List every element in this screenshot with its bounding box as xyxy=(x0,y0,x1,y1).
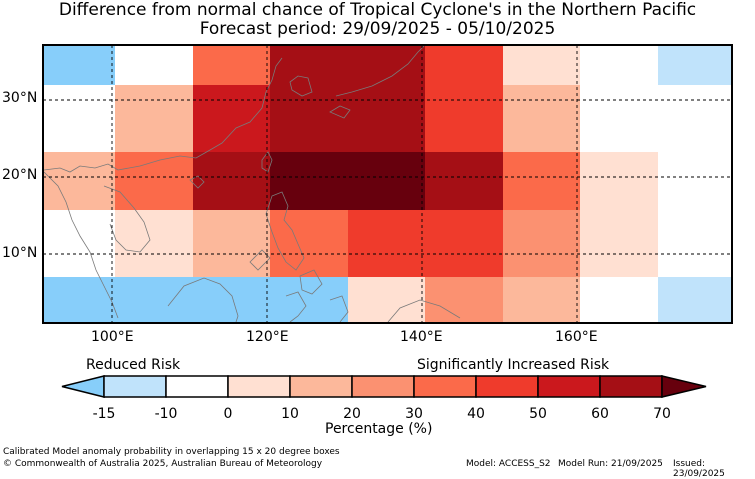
risk-cell xyxy=(580,277,658,323)
risk-cell xyxy=(425,152,503,210)
risk-cell xyxy=(503,45,580,85)
x-tick-160e: 160°E xyxy=(555,329,598,345)
footer-issued: Issued: 23/09/2025 xyxy=(673,459,725,479)
y-tick-10n: 10°N xyxy=(2,245,38,261)
risk-cell xyxy=(348,210,425,277)
colorbar-swatch xyxy=(351,375,415,398)
cbar-tick: 70 xyxy=(653,406,671,422)
colorbar-swatch xyxy=(227,375,291,398)
cbar-tick: 40 xyxy=(467,406,485,422)
risk-cells xyxy=(43,45,732,323)
risk-cell xyxy=(193,85,270,152)
risk-cell xyxy=(43,45,115,85)
risk-cell xyxy=(270,152,348,210)
cbar-tick: 20 xyxy=(343,406,361,422)
risk-cell xyxy=(115,210,193,277)
y-tick-30n: 30°N xyxy=(2,90,38,106)
risk-cell xyxy=(425,85,503,152)
risk-cell xyxy=(43,210,115,277)
colorbar-extend-high xyxy=(661,375,707,398)
colorbar-swatch xyxy=(289,375,353,398)
x-tick-140e: 140°E xyxy=(400,329,443,345)
risk-cell xyxy=(580,45,658,85)
risk-cell xyxy=(503,277,580,323)
cbar-tick: 0 xyxy=(223,406,233,422)
colorbar-swatch xyxy=(599,375,663,398)
cbar-tick: 30 xyxy=(405,406,423,422)
risk-cell xyxy=(43,152,115,210)
reduced-risk-label: Reduced Risk xyxy=(86,357,181,373)
risk-cell xyxy=(270,210,348,277)
risk-cell xyxy=(193,277,270,323)
risk-cell xyxy=(658,277,732,323)
risk-cell xyxy=(193,45,270,85)
risk-cell xyxy=(425,277,503,323)
cbar-tick: 10 xyxy=(281,406,299,422)
risk-cell xyxy=(270,277,348,323)
colorbar-extend-low xyxy=(61,375,105,398)
risk-cell xyxy=(658,85,732,152)
risk-cell xyxy=(348,85,425,152)
cbar-tick: -10 xyxy=(154,406,178,422)
risk-cell xyxy=(115,45,193,85)
risk-cell xyxy=(503,210,580,277)
y-tick-20n: 20°N xyxy=(2,167,38,183)
x-tick-120e: 120°E xyxy=(246,329,289,345)
colorbar-xlabel: Percentage (%) xyxy=(325,421,433,437)
colorbar-swatch xyxy=(475,375,539,398)
map-frame xyxy=(42,44,733,324)
risk-cell xyxy=(658,152,732,210)
colorbar-swatch xyxy=(413,375,477,398)
footer-model: Model: ACCESS_S2 xyxy=(466,459,551,469)
risk-cell xyxy=(348,152,425,210)
risk-cell xyxy=(115,277,193,323)
risk-cell xyxy=(270,85,348,152)
risk-cell xyxy=(503,152,580,210)
colorbar-swatch xyxy=(103,375,167,398)
footer-note: Calibrated Model anomaly probability in … xyxy=(3,447,340,457)
graticule xyxy=(43,45,732,323)
forecast-period: Forecast period: 29/09/2025 - 05/10/2025 xyxy=(199,19,556,39)
risk-cell xyxy=(658,45,732,85)
risk-cell xyxy=(43,277,115,323)
risk-cell xyxy=(115,85,193,152)
colorbar-swatch xyxy=(537,375,601,398)
footer-copyright: © Commonwealth of Australia 2025, Austra… xyxy=(3,459,323,469)
risk-cell xyxy=(193,210,270,277)
risk-cell xyxy=(658,210,732,277)
cbar-tick: 50 xyxy=(529,406,547,422)
risk-cell xyxy=(425,210,503,277)
x-tick-100e: 100°E xyxy=(91,329,134,345)
risk-cell xyxy=(503,85,580,152)
risk-cell xyxy=(425,45,503,85)
cbar-tick: 60 xyxy=(591,406,609,422)
footer-run: Model Run: 21/09/2025 xyxy=(558,459,663,469)
risk-cell xyxy=(270,45,348,85)
colorbar xyxy=(61,375,707,398)
risk-cell xyxy=(580,152,658,210)
cbar-tick: -15 xyxy=(92,406,116,422)
risk-cell xyxy=(115,152,193,210)
risk-cell xyxy=(348,277,425,323)
risk-cell xyxy=(580,210,658,277)
increased-risk-label: Significantly Increased Risk xyxy=(417,357,610,373)
risk-cell xyxy=(580,85,658,152)
colorbar-swatch xyxy=(165,375,229,398)
risk-cell xyxy=(193,152,270,210)
map-title: Difference from normal chance of Tropica… xyxy=(58,0,697,20)
risk-cell xyxy=(43,85,115,152)
